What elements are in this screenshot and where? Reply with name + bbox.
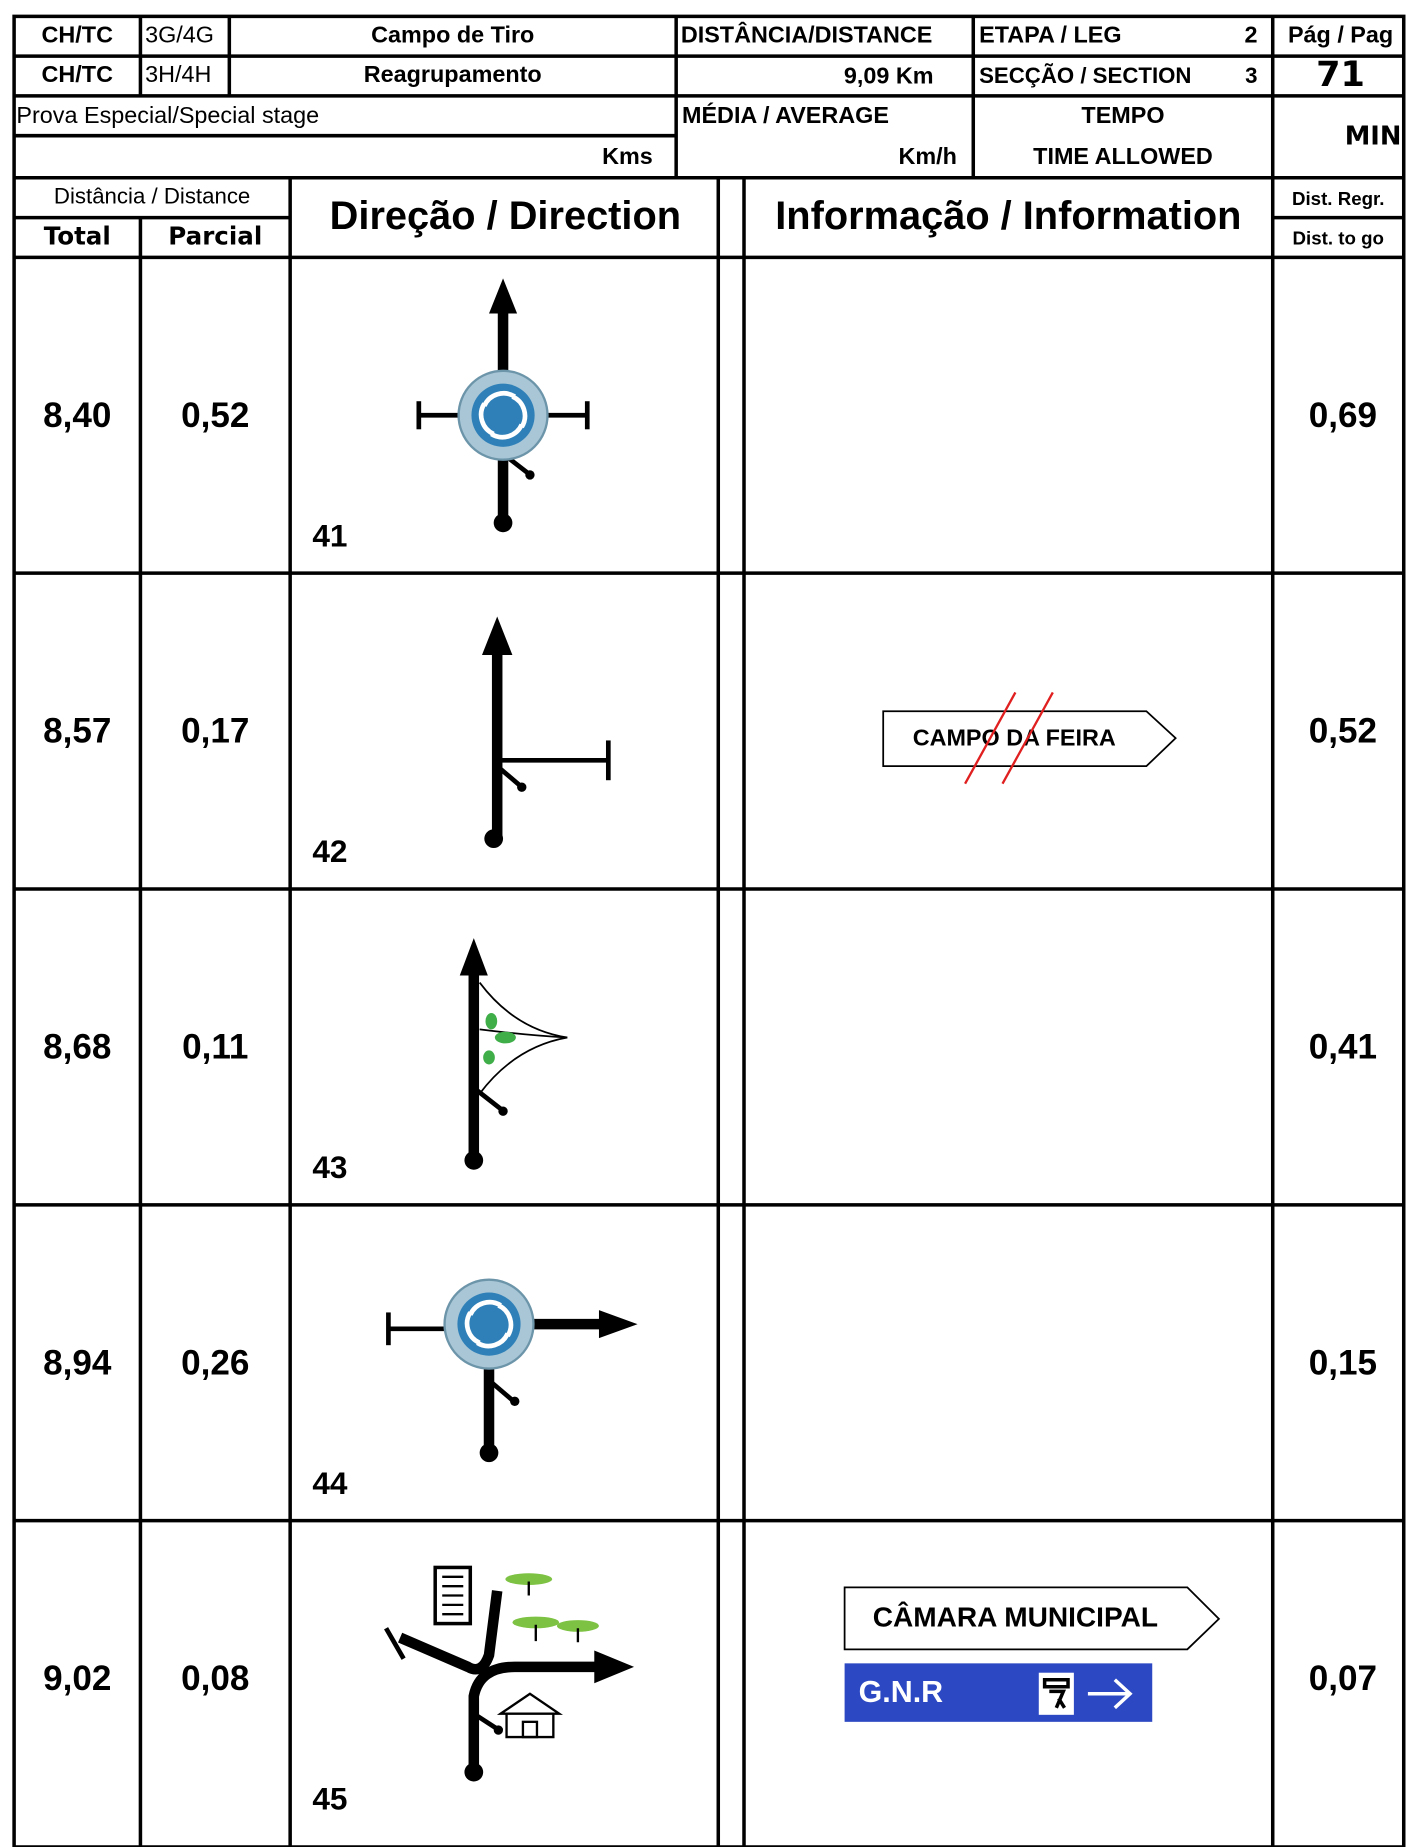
- section: 3: [1245, 63, 1257, 88]
- section-label: SECÇÃO / SECTION: [979, 63, 1191, 88]
- dist-to-go: 0,69: [1309, 396, 1377, 435]
- distance-header: Distância / Distance: [54, 184, 250, 209]
- partial: 0,17: [181, 712, 249, 751]
- instruction-number: 42: [312, 833, 347, 869]
- special-stage-label: Prova Especial/Special stage: [16, 102, 319, 128]
- partial: 0,08: [181, 1659, 249, 1698]
- sign-text: CAMPO DA FEIRA: [913, 724, 1116, 750]
- leg-label: ETAPA / LEG: [979, 21, 1121, 47]
- icon-45: [384, 1565, 635, 1782]
- leg: 2: [1245, 21, 1258, 47]
- name: Reagrupamento: [364, 61, 542, 87]
- total-header: Total: [44, 221, 111, 250]
- page-number: 71: [1316, 54, 1365, 95]
- total: 9,02: [43, 1659, 111, 1698]
- direction-header: Direção / Direction: [330, 194, 681, 238]
- icon-44: [386, 1280, 638, 1463]
- kmh: Km/h: [898, 143, 956, 169]
- information-header: Informação / Information: [775, 194, 1241, 238]
- partial: 0,26: [181, 1343, 249, 1382]
- sign-42: CAMPO DA FEIRA: [882, 691, 1177, 785]
- rows: 8,40 0,52 0,69 41 8,57 0,17 0,52 42 8,68 0,11 0,41…: [43, 396, 1377, 1817]
- page-label: Pág / Pag: [1288, 21, 1393, 47]
- icon-41: [416, 278, 590, 533]
- dist-to-go: 0,41: [1309, 1028, 1377, 1067]
- code: 3H/4H: [145, 61, 211, 87]
- instruction-number: 41: [312, 517, 347, 553]
- instruction-number: 43: [312, 1149, 347, 1185]
- total: 8,94: [43, 1343, 112, 1382]
- icon-42: [481, 616, 611, 849]
- partial: 0,52: [181, 396, 249, 435]
- distance-value: 9,09 Km: [844, 62, 934, 88]
- total: 8,40: [43, 396, 111, 435]
- partial: 0,11: [182, 1028, 248, 1067]
- time-label: TEMPO: [1081, 102, 1164, 128]
- time-unit: MIN: [1345, 121, 1402, 151]
- instruction-number: 44: [312, 1465, 348, 1501]
- icon-43: [459, 938, 568, 1170]
- code: 3G/4G: [145, 21, 214, 47]
- ch-tc: CH/TC: [42, 61, 114, 87]
- sign-text: G.N.R: [859, 1675, 944, 1709]
- dist-to-go-header: Dist. Regr.: [1292, 188, 1385, 209]
- kms: Kms: [602, 143, 653, 169]
- name: Campo de Tiro: [371, 21, 534, 47]
- dist-to-go: 0,52: [1309, 712, 1377, 751]
- average-label: MÉDIA / AVERAGE: [682, 101, 889, 128]
- total: 8,68: [43, 1028, 111, 1067]
- sign-45: CÂMARA MUNICIPAL G.N.R: [843, 1586, 1221, 1722]
- grid: [12, 14, 1406, 1847]
- partial-header: Parcial: [168, 221, 262, 250]
- distance-label: DISTÂNCIA/DISTANCE: [681, 20, 933, 47]
- total: 8,57: [43, 712, 111, 751]
- sign-text: CÂMARA MUNICIPAL: [873, 1601, 1158, 1632]
- time-label: TIME ALLOWED: [1033, 143, 1213, 169]
- instruction-number: 45: [312, 1781, 347, 1817]
- ch-tc: CH/TC: [42, 21, 114, 47]
- dist-to-go: 0,15: [1309, 1343, 1377, 1382]
- dist-to-go-header: Dist. to go: [1293, 228, 1384, 249]
- dist-to-go: 0,07: [1309, 1659, 1377, 1698]
